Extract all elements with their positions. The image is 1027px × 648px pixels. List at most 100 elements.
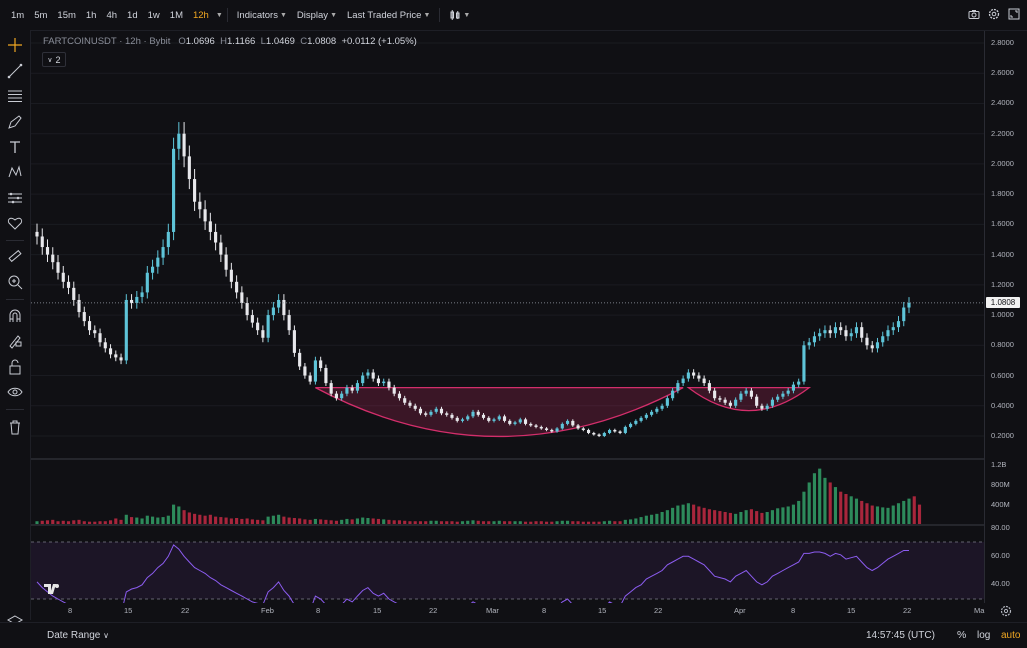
ruler-icon[interactable] <box>6 247 24 265</box>
price-chart[interactable] <box>31 31 984 603</box>
candle-body <box>77 299 81 313</box>
timeframe-dropdown-icon[interactable]: ▼ <box>215 11 223 19</box>
text-tool-icon[interactable] <box>6 138 24 156</box>
candle-body <box>550 429 554 432</box>
volume-bar <box>902 500 906 524</box>
volume-bar <box>565 520 570 524</box>
gear-icon[interactable] <box>1000 605 1012 617</box>
top-toolbar: 1m 5m 15m 1h 4h 1d 1w 1M 12h ▼ Indicators ▼ Displ… <box>0 0 1027 31</box>
candle-body <box>765 405 769 409</box>
volume-bar <box>807 482 811 524</box>
volume-bar <box>476 520 480 524</box>
rsi-tick-label: 40.00 <box>991 579 1010 588</box>
timeframe-12h[interactable]: 12h <box>192 9 209 21</box>
trash-icon[interactable] <box>6 418 24 436</box>
volume-bar <box>292 518 296 524</box>
candle-body <box>823 330 827 334</box>
time-tick-label: 22 <box>429 606 438 615</box>
volume-bar <box>865 503 869 524</box>
volume-bar <box>319 519 323 524</box>
indicators-button[interactable]: Indicators ▼ <box>232 10 292 21</box>
candle-body <box>539 426 543 429</box>
volume-bar <box>156 517 160 524</box>
candle-body <box>739 393 743 400</box>
fullscreen-icon[interactable] <box>1007 7 1021 21</box>
log-scale-toggle[interactable]: log <box>977 630 991 641</box>
lock-draw-icon[interactable] <box>6 332 24 350</box>
crosshair-icon[interactable] <box>6 36 24 54</box>
volume-bar <box>460 521 465 524</box>
price-tick-label: 2.8000 <box>991 38 1014 47</box>
time-tick-label: Ma <box>974 606 985 615</box>
legend-exchange: Bybit <box>149 36 171 47</box>
timeframe-1d[interactable]: 1d <box>127 9 138 21</box>
volume-bar <box>277 514 281 524</box>
price-type-button[interactable]: Last Traded Price ▼ <box>342 10 435 21</box>
high-label: H <box>220 36 227 47</box>
timeframe-1w[interactable]: 1w <box>147 9 160 21</box>
candle-body <box>334 393 338 399</box>
volume-bar <box>397 520 402 524</box>
volume-bar <box>481 521 486 524</box>
volume-bar <box>329 520 333 524</box>
volume-bar <box>177 506 181 524</box>
volume-bar <box>56 521 60 524</box>
pattern-icon[interactable] <box>6 163 24 181</box>
volume-bar <box>734 513 738 524</box>
chevron-down-icon: ∨ <box>103 631 110 640</box>
display-button[interactable]: Display ▼ <box>292 10 342 21</box>
date-range-button[interactable]: Date Range ∨ <box>47 630 109 641</box>
volume-bar <box>728 512 732 524</box>
candle-body <box>366 372 370 376</box>
favorites-heart-icon[interactable] <box>6 214 24 232</box>
prediction-icon[interactable] <box>6 189 24 207</box>
eye-icon[interactable] <box>6 383 24 401</box>
time-tick-label: 15 <box>124 606 133 615</box>
volume-bar <box>350 519 354 524</box>
candle-body <box>387 381 391 388</box>
candle-body <box>119 357 123 361</box>
timeframe-1m[interactable]: 1m <box>11 9 25 21</box>
time-tick-label: Apr <box>734 606 746 615</box>
volume-bar <box>760 512 764 524</box>
zoom-in-icon[interactable] <box>6 273 24 291</box>
timeframe-5m[interactable]: 5m <box>34 9 48 21</box>
timeframe-1h[interactable]: 1h <box>85 9 97 21</box>
lock-icon[interactable] <box>6 358 24 376</box>
candle-body <box>634 420 638 424</box>
brush-icon[interactable] <box>6 113 24 131</box>
candle-body <box>797 381 801 385</box>
volume-bar <box>439 521 444 524</box>
timeframe-1M[interactable]: 1M <box>169 9 183 21</box>
timeframe-4h[interactable]: 4h <box>106 9 118 21</box>
candle-body <box>198 201 202 210</box>
fib-retracement-icon[interactable] <box>6 87 24 105</box>
magnet-icon[interactable] <box>6 307 24 325</box>
symbol-name[interactable]: FARTCOINUSDT <box>43 36 117 47</box>
auto-scale-toggle[interactable]: auto <box>1001 630 1021 641</box>
volume-bar <box>812 473 817 524</box>
volume-bar <box>818 468 822 524</box>
timeframe-15m[interactable]: 15m <box>57 9 76 21</box>
price-axis[interactable]: 2.8000 2.6000 2.4000 2.2000 2.0000 1.8000 1.60… <box>984 31 1027 603</box>
change-value: +0.0112 (+1.05%) <box>341 36 417 47</box>
candle-body <box>755 396 759 406</box>
chart-type-button[interactable]: ▼ <box>444 9 475 21</box>
candle-body <box>713 390 717 399</box>
volume-bar <box>749 509 753 524</box>
percent-scale-toggle[interactable]: % <box>957 629 967 641</box>
camera-icon[interactable] <box>967 7 981 21</box>
high-value: 1.1166 <box>226 36 256 47</box>
candle-body <box>807 342 811 346</box>
volume-bar <box>434 520 438 524</box>
volume-bar <box>586 521 591 524</box>
candle-body <box>266 315 270 338</box>
candle-body <box>150 266 155 273</box>
volume-tick-label: 800M <box>991 480 1010 489</box>
settings-icon[interactable] <box>987 7 1001 21</box>
volume-bar <box>366 518 370 524</box>
volume-bar <box>697 506 701 524</box>
trend-line-icon[interactable] <box>6 62 24 80</box>
indicator-toggle[interactable]: ∨ 2 <box>42 52 66 67</box>
utc-clock[interactable]: 14:57:45 (UTC) <box>866 630 935 641</box>
